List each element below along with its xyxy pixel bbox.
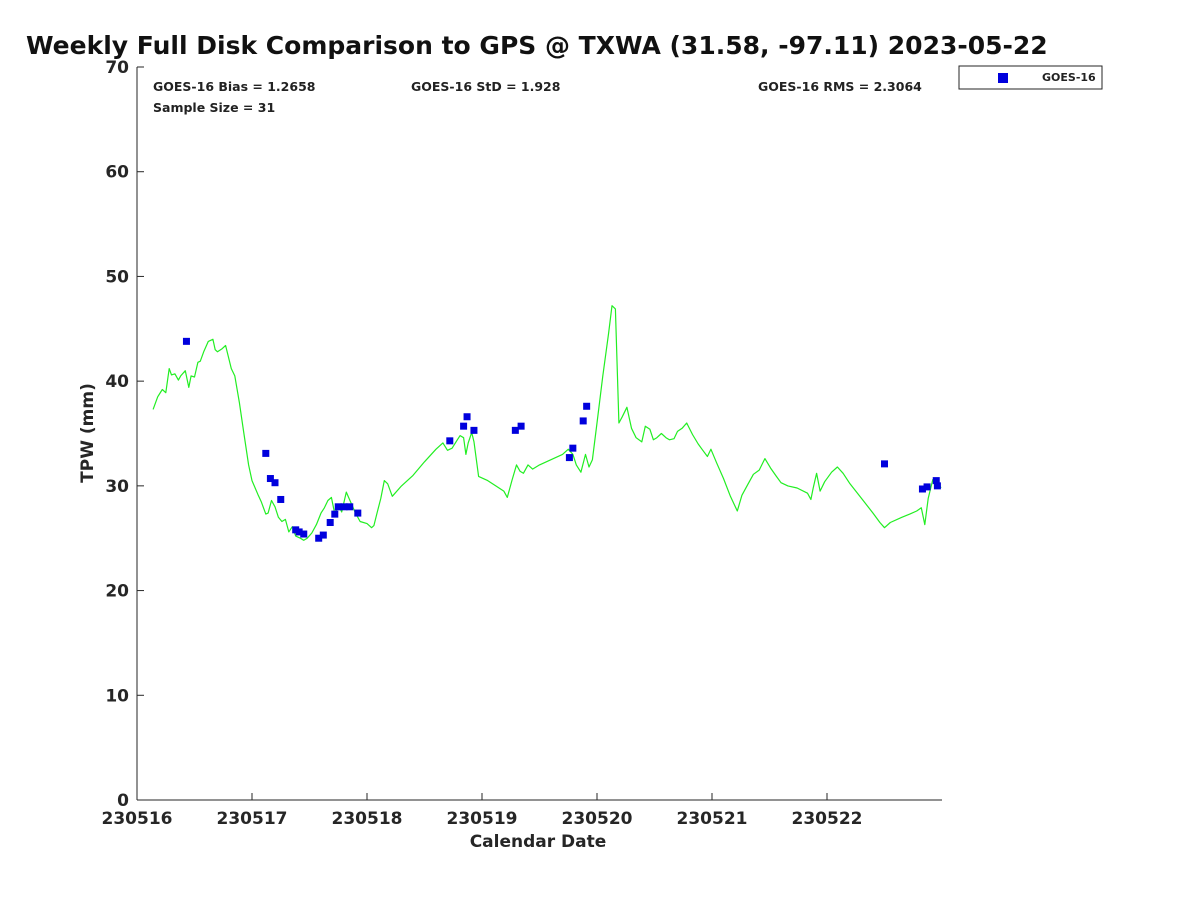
goes16-data-point [315,534,323,542]
goes16-data-point [266,475,274,483]
y-tick-label: 50 [105,267,129,287]
goes16-data-point [923,483,931,491]
goes16-data-point [346,503,354,511]
goes16-data-point [460,422,468,430]
goes16-data-point [446,437,454,445]
x-ticks: 230516 230517 230518 230519 230520 230521 2305… [102,793,863,829]
y-ticks: 0 10 20 30 40 50 60 70 [105,58,144,811]
goes16-data-point [319,531,327,539]
chart-title: Weekly Full Disk Comparison to GPS @ TXW… [26,31,1048,60]
gps-tpw-line [152,305,942,541]
x-axis-label: Calendar Date [470,832,607,852]
goes16-data-point [565,454,573,462]
y-tick-label: 60 [105,163,129,183]
std-annotation: GOES-16 StD = 1.928 [411,79,560,94]
goes16-data-point [517,422,525,430]
goes16-points-layer [182,337,941,542]
goes16-data-point [933,482,941,490]
x-tick-label: 230517 [217,809,288,829]
goes16-data-point [918,485,926,493]
goes16-data-point [334,503,342,511]
goes16-data-point [932,477,940,485]
goes16-data-point [569,444,577,452]
legend-marker [998,73,1008,83]
legend-label: GOES-16 [1042,71,1096,84]
goes16-data-point [354,509,362,517]
legend-box [958,65,1103,90]
goes16-data-point [295,528,303,536]
goes16-data-point [300,530,308,538]
x-tick-label: 230519 [447,809,518,829]
goes16-data-point [583,402,591,410]
goes16-data-point [511,426,519,434]
goes16-data-point [340,503,348,511]
rms-annotation: GOES-16 RMS = 2.3064 [758,79,922,94]
goes16-data-point [881,460,888,468]
y-tick-label: 0 [117,791,129,811]
goes16-data-point [277,495,285,503]
goes16-data-point [331,510,339,518]
y-tick-label: 10 [105,686,129,706]
gps-line-layer [152,305,942,541]
goes16-data-point [579,417,587,425]
x-tick-label: 230516 [102,809,173,829]
y-tick-label: 70 [105,58,129,78]
y-axis-label: TPW (mm) [78,383,98,483]
x-tick-label: 230518 [332,809,403,829]
goes16-data-point [262,449,270,457]
goes16-data-point [271,479,279,487]
goes16-data-point [470,426,478,434]
x-tick-label: 230521 [677,809,748,829]
plot-area: 0 10 20 30 40 50 60 70 230516 230517 230518 230519… [102,58,942,829]
y-tick-label: 20 [105,582,129,602]
goes16-data-point [463,413,471,421]
x-tick-label: 230520 [562,809,633,829]
y-tick-label: 30 [105,477,129,497]
goes16-data-point [326,519,334,527]
bias-annotation: GOES-16 Bias = 1.2658 [153,79,315,94]
legend: GOES-16 [958,65,1103,90]
goes16-data-point [182,337,190,345]
y-tick-label: 40 [105,372,129,392]
stats-annotations: GOES-16 Bias = 1.2658 GOES-16 StD = 1.92… [153,79,922,115]
x-tick-label: 230522 [792,809,863,829]
sample-size-annotation: Sample Size = 31 [153,100,275,115]
